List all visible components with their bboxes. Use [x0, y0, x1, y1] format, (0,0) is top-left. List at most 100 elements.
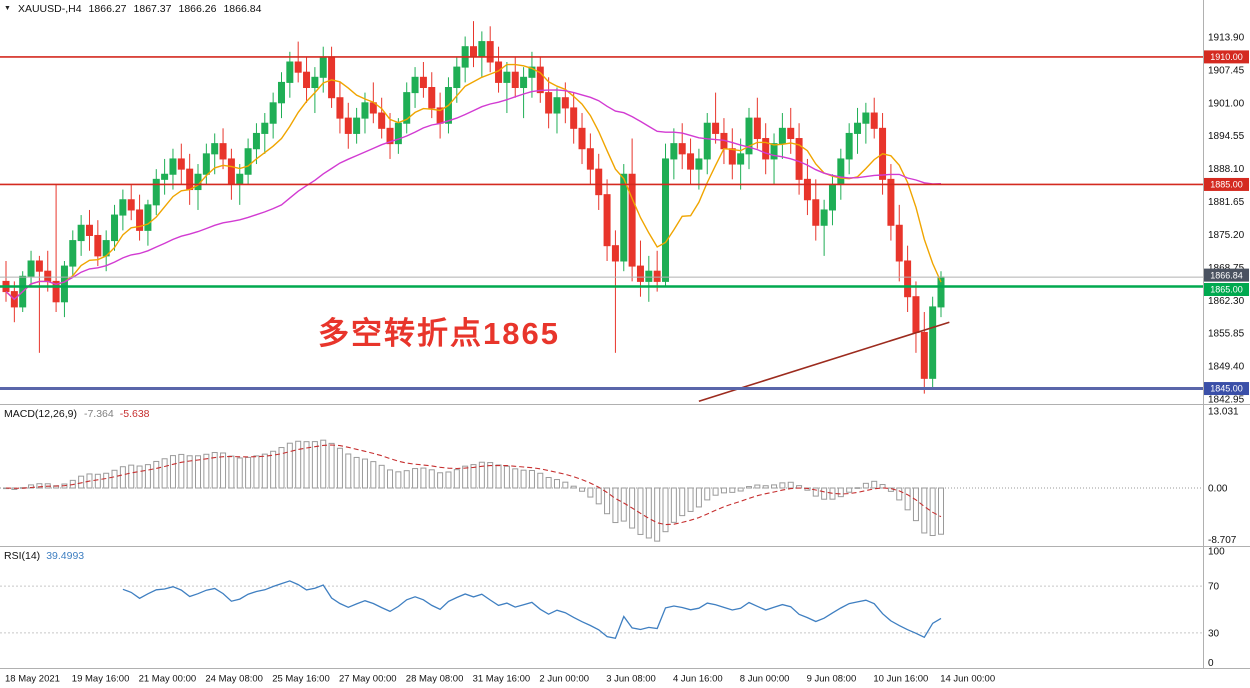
- macd-bar: [762, 485, 769, 489]
- time-axis-label: 28 May 08:00: [406, 674, 464, 685]
- macd-bar: [562, 481, 569, 489]
- candle-body: [161, 173, 169, 180]
- candle-body: [486, 41, 494, 63]
- candle-body: [219, 143, 227, 160]
- price-tag-1865.00[interactable]: 1865.00: [1204, 282, 1249, 296]
- macd-bar: [553, 479, 560, 489]
- svg-text:1866.84: 1866.84: [1210, 270, 1243, 280]
- time-axis-label: 31 May 16:00: [473, 674, 531, 685]
- candle-body: [211, 143, 219, 155]
- candle-body: [503, 71, 511, 83]
- macd-bar: [387, 469, 394, 489]
- macd-indicator-label: MACD(12,26,9) -7.364 -5.638: [4, 408, 150, 420]
- candle-body: [85, 224, 93, 236]
- macd-bar: [612, 487, 619, 524]
- price-tag-1845.00[interactable]: 1845.00: [1204, 382, 1249, 396]
- candle-body: [912, 296, 920, 333]
- time-axis-label: 25 May 16:00: [272, 674, 330, 685]
- price-axis-label: 1881.65: [1208, 197, 1245, 208]
- macd-bar: [846, 487, 853, 493]
- candle-body: [286, 61, 294, 83]
- candle-body: [353, 117, 361, 134]
- macd-name: MACD(12,26,9): [4, 408, 77, 420]
- price-axis-label: 1901.00: [1208, 98, 1245, 109]
- candle-body: [778, 127, 786, 145]
- symbol-dropdown-icon[interactable]: ▼: [4, 5, 11, 12]
- macd-bar: [403, 470, 410, 489]
- macd-signal-value: -5.638: [119, 408, 150, 420]
- candle-body: [820, 209, 828, 226]
- time-axis-label: 3 Jun 08:00: [606, 674, 656, 685]
- macd-bar: [729, 487, 736, 493]
- candle-body: [845, 132, 853, 160]
- candle-body: [60, 265, 68, 303]
- macd-bar: [478, 461, 485, 489]
- time-axis[interactable]: 18 May 2021 19 May 16:00 21 May 00:00 24 Ma…: [5, 674, 995, 685]
- candle-body: [403, 92, 411, 124]
- macd-bar: [787, 481, 794, 489]
- candle-body: [336, 97, 344, 119]
- macd-bar: [579, 487, 586, 492]
- candle-body: [737, 153, 745, 165]
- macd-bar: [437, 472, 444, 489]
- macd-bar: [779, 482, 786, 489]
- candle-body: [662, 158, 670, 282]
- candle-body: [595, 168, 603, 196]
- macd-bar: [754, 484, 761, 489]
- macd-bar: [662, 487, 669, 533]
- candle-body: [545, 92, 553, 114]
- macd-bar: [186, 455, 193, 489]
- candle-body: [303, 71, 311, 89]
- candle-body: [311, 76, 319, 89]
- macd-histogram: [3, 439, 944, 542]
- candle-body: [152, 178, 160, 206]
- price-axis-label: 1875.20: [1208, 230, 1245, 241]
- candle-body: [361, 102, 369, 119]
- candle-body: [762, 138, 770, 160]
- candle-body: [628, 173, 636, 267]
- candle-body: [294, 61, 302, 73]
- candle-body: [378, 112, 386, 129]
- macd-bar: [203, 453, 210, 489]
- ma-slow-line[interactable]: [5, 89, 942, 301]
- macd-bar: [887, 487, 894, 492]
- candle-body: [319, 56, 327, 78]
- time-axis-label: 10 Jun 16:00: [873, 674, 928, 685]
- candle-body: [169, 158, 177, 175]
- price-tag-1885.00[interactable]: 1885.00: [1204, 177, 1249, 191]
- macd-axis-label: 13.031: [1208, 407, 1239, 418]
- candle-body: [186, 168, 194, 191]
- macd-bar: [286, 442, 293, 489]
- price-tag-1910.00[interactable]: 1910.00: [1204, 50, 1249, 64]
- macd-bar: [687, 487, 694, 512]
- candle-body: [136, 209, 144, 231]
- macd-main-value: -7.364: [83, 408, 114, 420]
- macd-bar: [904, 487, 911, 511]
- candle-body: [269, 102, 277, 124]
- candle-body: [94, 234, 102, 257]
- macd-bar: [912, 487, 919, 522]
- price-axis[interactable]: 1913.90 1907.45 1901.00 1894.55 1888.10 1881.…: [1204, 33, 1249, 670]
- macd-bar: [896, 487, 903, 501]
- candle-body: [252, 132, 260, 150]
- candle-body: [854, 122, 862, 134]
- candle-body: [728, 148, 736, 165]
- macd-bar: [837, 487, 844, 498]
- ohlc-low: 1866.26: [178, 3, 217, 15]
- macd-bar: [103, 472, 110, 489]
- macd-bar: [929, 487, 936, 537]
- macd-bar: [245, 456, 252, 489]
- price-axis-label: 1868.75: [1208, 263, 1245, 274]
- macd-bar: [503, 465, 510, 489]
- macd-bar: [153, 460, 160, 489]
- candle-body: [920, 331, 928, 379]
- candle-body: [69, 240, 77, 267]
- macd-bar: [921, 487, 928, 534]
- ma-fast-line[interactable]: [5, 63, 942, 301]
- candle-body: [144, 204, 152, 231]
- macd-bar: [604, 487, 611, 515]
- candle-body: [578, 127, 586, 150]
- macd-bar: [94, 473, 101, 489]
- candle-body: [611, 245, 619, 262]
